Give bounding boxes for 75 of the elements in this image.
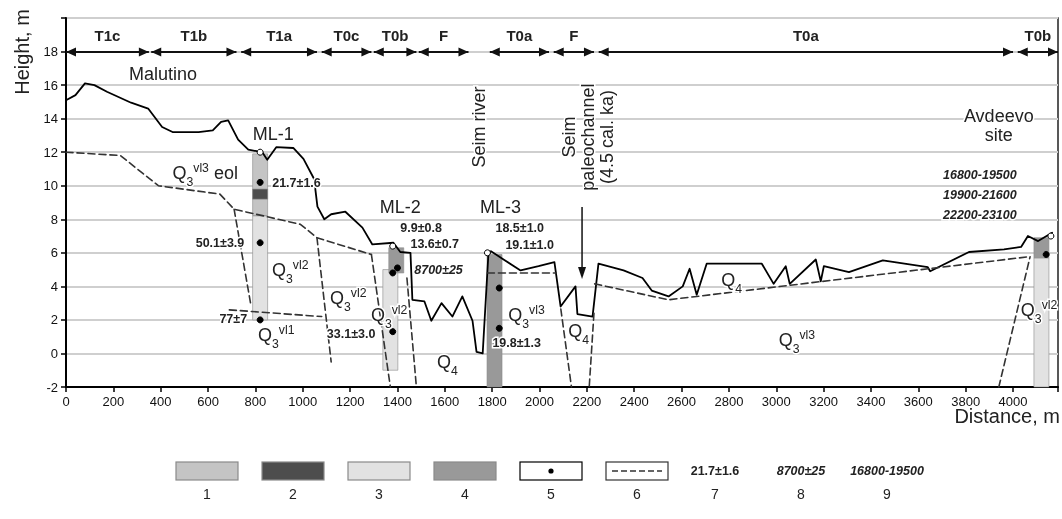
annotation: Seim river (468, 86, 489, 168)
x-tick-label: 1000 (288, 394, 318, 409)
y-tick-label: 4 (50, 278, 58, 294)
x-tick-label: 2400 (619, 394, 649, 409)
annotation: 18.5±1.0 (495, 221, 545, 236)
annotation: 8700±25 (414, 262, 464, 277)
annotation: T0b (1024, 27, 1052, 45)
x-tick-label: 1800 (477, 394, 507, 409)
y-tick-label: 12 (43, 144, 58, 160)
annotation: T0a (506, 27, 533, 45)
legend-label: 2 (289, 485, 298, 502)
x-tick-label: 3600 (903, 394, 933, 409)
text: 8700±25 (776, 464, 827, 479)
annotation: F (439, 27, 449, 45)
x-tick-label: 1400 (382, 394, 412, 409)
annotation: ML-2 (379, 196, 421, 217)
y-tick-label: 0 (50, 345, 58, 361)
x-tick-label: 800 (244, 394, 267, 409)
text: 21.7±1.6 (690, 464, 740, 479)
y-tick-label: 14 (43, 111, 58, 127)
legend-label: 5 (547, 485, 556, 502)
annotation: 33.1±3.0 (326, 326, 376, 341)
y-tick-label: 8 (50, 211, 58, 227)
annotation: 77±7 (219, 311, 248, 326)
y-tick-label: 6 (50, 245, 58, 261)
legend-label: 1 (203, 485, 212, 502)
annotation: Seim paleochannel (4.5 cal. ka) (559, 83, 618, 191)
x-tick-label: 0 (62, 394, 70, 409)
annotation: 13.6±0.7 (410, 236, 460, 251)
x-tick-label: 3400 (856, 394, 886, 409)
y-tick-label: 10 (43, 178, 58, 194)
x-tick-label: 3200 (809, 394, 839, 409)
annotation: Malutino (129, 63, 198, 84)
x-tick-label: 2800 (714, 394, 744, 409)
annotation: T0b (381, 27, 409, 45)
annotation: Q$_{4}$ (568, 321, 590, 348)
x-tick-label: 1200 (335, 394, 365, 409)
x-tick-label: 600 (197, 394, 219, 409)
y-tick-label: 2 (50, 312, 58, 328)
text: 7 (711, 485, 720, 502)
annotation: Q$_{4}$ (437, 352, 459, 379)
annotation: Q$_{3}$$^{vl3}$ eol (172, 160, 238, 189)
x-tick-label: 3000 (761, 394, 791, 409)
annotation: ML-1 (252, 124, 294, 145)
x-tick-label: 2200 (572, 394, 602, 409)
y-tick-label: -2 (46, 379, 58, 395)
annotation: T1b (180, 27, 208, 45)
x-tick-label: 200 (102, 394, 125, 409)
x-tick-label: 1600 (430, 394, 460, 409)
text: 16800-19500 (850, 464, 924, 479)
annotation: 19.8±1.3 (492, 336, 542, 351)
annotation: T0a (792, 27, 820, 45)
annotation: 19.1±1.0 (505, 237, 555, 252)
y-tick-label: 18 (43, 44, 58, 60)
x-tick-label: 400 (149, 394, 172, 409)
annotation: 50.1±3.9 (195, 236, 245, 251)
y-axis-title: Height, m (11, 9, 33, 95)
legend-label: 6 (633, 485, 642, 502)
annotation: 16800-19500 (943, 168, 1017, 183)
annotation: 22200-23100 (942, 207, 1017, 222)
text: 8 (797, 485, 806, 502)
annotation: 9.9±0.8 (400, 221, 442, 236)
text: 9 (883, 485, 892, 502)
annotation: 19900-21600 (943, 188, 1017, 203)
legend-label: 4 (461, 485, 470, 502)
annotation: T0c (333, 27, 360, 45)
x-tick-label: 2600 (667, 394, 697, 409)
annotation: ML-3 (479, 196, 521, 217)
annotation: F (569, 27, 579, 45)
legend-label: 3 (375, 485, 384, 502)
y-tick-label: 16 (43, 77, 58, 93)
annotation: T1a (266, 27, 293, 45)
x-tick-label: 2000 (525, 394, 554, 409)
annotation: Avdeevo site (963, 106, 1034, 146)
annotation: T1c (94, 27, 121, 45)
